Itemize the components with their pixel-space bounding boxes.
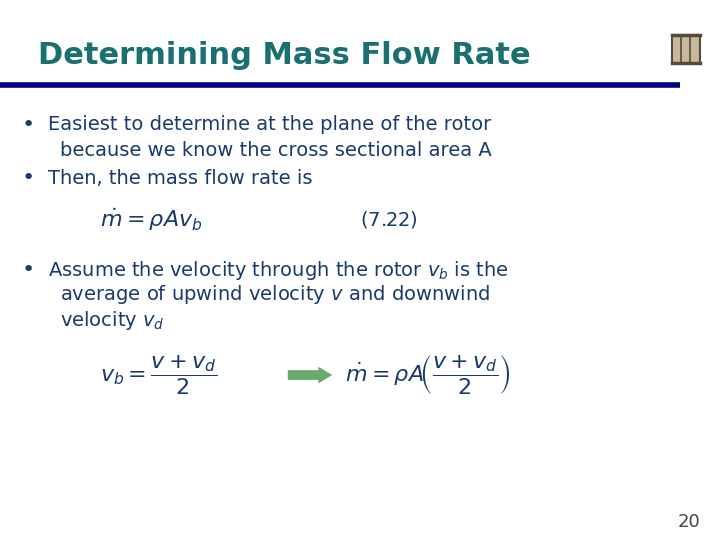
Text: because we know the cross sectional area A: because we know the cross sectional area…: [60, 140, 492, 159]
Text: $v_b=\dfrac{v+v_d}{2}$: $v_b=\dfrac{v+v_d}{2}$: [100, 353, 217, 397]
Text: $(7.22)$: $(7.22)$: [360, 210, 418, 231]
Text: Determining Mass Flow Rate: Determining Mass Flow Rate: [38, 40, 531, 70]
Text: •: •: [22, 115, 35, 135]
Text: Then, the mass flow rate is: Then, the mass flow rate is: [48, 168, 312, 187]
Text: Assume the velocity through the rotor $v_b$ is the: Assume the velocity through the rotor $v…: [48, 259, 509, 281]
Text: velocity $v_d$: velocity $v_d$: [60, 308, 165, 332]
Text: average of upwind velocity $v$ and downwind: average of upwind velocity $v$ and downw…: [60, 284, 490, 307]
Text: •: •: [22, 168, 35, 188]
FancyBboxPatch shape: [672, 35, 700, 63]
Text: •: •: [22, 260, 35, 280]
Text: $\dot{m}= \rho Av_b$: $\dot{m}= \rho Av_b$: [100, 206, 202, 233]
FancyArrowPatch shape: [288, 367, 332, 383]
Text: Easiest to determine at the plane of the rotor: Easiest to determine at the plane of the…: [48, 116, 491, 134]
Text: 20: 20: [678, 513, 700, 531]
Text: $\dot{m}= \rho A\!\left(\dfrac{v+v_d}{2}\right)$: $\dot{m}= \rho A\!\left(\dfrac{v+v_d}{2}…: [345, 353, 511, 397]
